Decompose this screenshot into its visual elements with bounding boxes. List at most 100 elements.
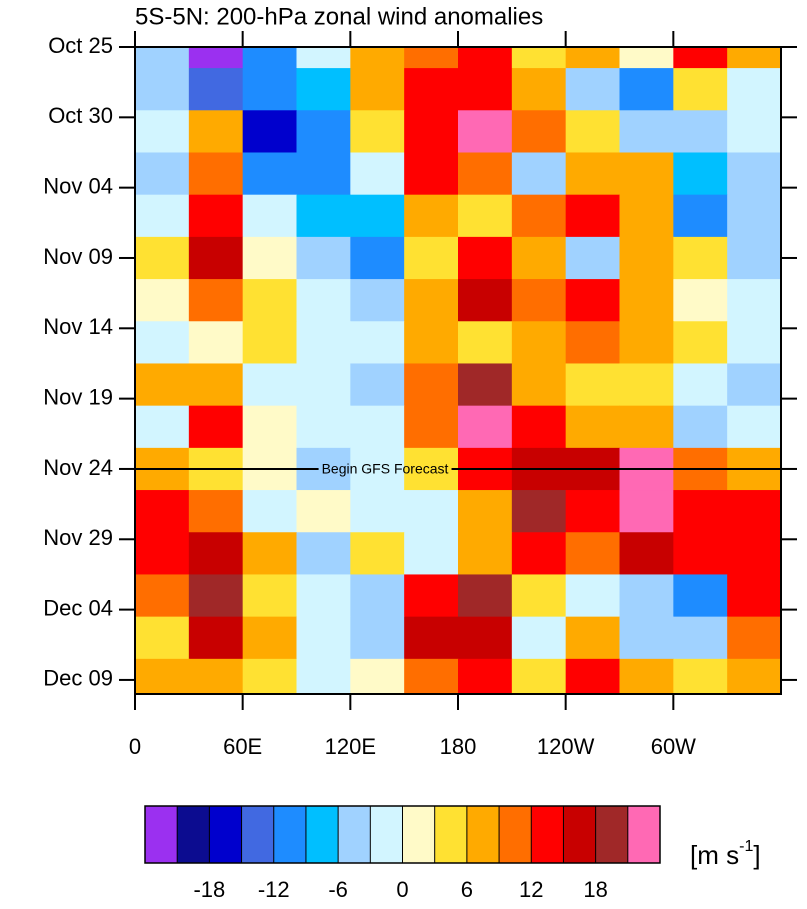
cell xyxy=(619,532,674,575)
cell xyxy=(673,574,728,618)
cell xyxy=(458,616,513,660)
cell xyxy=(458,236,513,280)
cell xyxy=(458,658,513,694)
cell xyxy=(188,658,244,694)
cell xyxy=(188,152,244,196)
x-tick-label: 120E xyxy=(325,734,376,759)
cell xyxy=(296,616,351,660)
colorbar-box xyxy=(305,806,339,863)
cell xyxy=(727,532,781,575)
cell xyxy=(565,68,620,111)
cell xyxy=(565,616,620,660)
cell xyxy=(135,658,190,694)
colorbar-tick-label: 12 xyxy=(519,877,543,902)
cell xyxy=(673,68,728,111)
cell xyxy=(404,236,459,280)
cell xyxy=(565,152,620,196)
cell xyxy=(296,279,351,322)
cell xyxy=(188,616,244,660)
cell xyxy=(619,490,674,533)
colorbar-tick-label: -6 xyxy=(328,877,348,902)
cell xyxy=(727,279,781,322)
cell xyxy=(458,405,513,449)
annotation-text: Begin GFS Forecast xyxy=(322,461,449,477)
axes: Oct 25 Oct 30 Nov 04 Nov 09 Nov 14 Nov 19 Nov … xyxy=(43,31,797,759)
cell xyxy=(135,321,190,364)
cell xyxy=(511,490,567,533)
cell xyxy=(727,658,781,694)
cell xyxy=(619,279,674,322)
cell xyxy=(404,321,459,364)
cell xyxy=(188,194,244,238)
cell xyxy=(619,616,674,660)
cell xyxy=(619,47,674,69)
cell xyxy=(135,532,190,575)
cell xyxy=(404,110,459,153)
cell xyxy=(458,110,513,153)
cell xyxy=(673,321,728,364)
colorbar-units: [m s-1] xyxy=(690,838,761,870)
cell xyxy=(673,658,728,694)
colorbar-box xyxy=(402,806,435,863)
cell xyxy=(135,490,190,533)
cell xyxy=(619,236,674,280)
colorbar-box xyxy=(273,806,306,863)
cell xyxy=(673,194,728,238)
units-base: [m s xyxy=(690,840,739,870)
cell xyxy=(404,405,459,449)
y-tick-label: Dec 09 xyxy=(43,666,113,691)
cell xyxy=(619,405,674,449)
cell xyxy=(242,194,297,238)
cell xyxy=(242,68,297,111)
cell xyxy=(188,47,244,69)
cell xyxy=(404,152,459,196)
cell xyxy=(350,279,405,322)
cell xyxy=(511,405,567,449)
cell xyxy=(511,574,567,618)
cell xyxy=(296,405,351,449)
cell xyxy=(511,110,567,153)
cell xyxy=(565,110,620,153)
cell xyxy=(135,405,190,449)
cell xyxy=(242,363,297,407)
cell xyxy=(350,363,405,407)
cell xyxy=(458,47,513,69)
cell xyxy=(296,574,351,618)
colorbar-tick-label: -18 xyxy=(193,877,225,902)
cell xyxy=(673,363,728,407)
y-tick-label: Oct 30 xyxy=(48,103,113,128)
colorbar-tick-label: 0 xyxy=(396,877,408,902)
cell xyxy=(511,236,567,280)
cell xyxy=(188,405,244,449)
colorbar-box xyxy=(338,806,371,863)
colorbar-box xyxy=(627,806,660,863)
cell xyxy=(135,279,190,322)
y-tick-label: Nov 29 xyxy=(43,525,113,550)
colorbar-box xyxy=(499,806,532,863)
colorbar-box xyxy=(466,806,500,863)
cell xyxy=(404,363,459,407)
cell xyxy=(619,68,674,111)
cell xyxy=(242,279,297,322)
cell xyxy=(727,194,781,238)
units-sup: -1 xyxy=(739,838,753,855)
colorbar-box xyxy=(563,806,596,863)
cell xyxy=(673,152,728,196)
cell xyxy=(511,321,567,364)
cell xyxy=(511,616,567,660)
cell xyxy=(727,574,781,618)
cell xyxy=(458,68,513,111)
cell xyxy=(404,532,459,575)
cell xyxy=(242,321,297,364)
cell xyxy=(188,279,244,322)
y-tick-label: Nov 19 xyxy=(43,384,113,409)
cell xyxy=(673,47,728,69)
cell xyxy=(619,574,674,618)
colorbar-box xyxy=(434,806,467,863)
cell xyxy=(565,363,620,407)
cell xyxy=(135,68,190,111)
cell xyxy=(404,447,459,491)
cell xyxy=(350,110,405,153)
cell xyxy=(135,574,190,618)
cell xyxy=(565,532,620,575)
